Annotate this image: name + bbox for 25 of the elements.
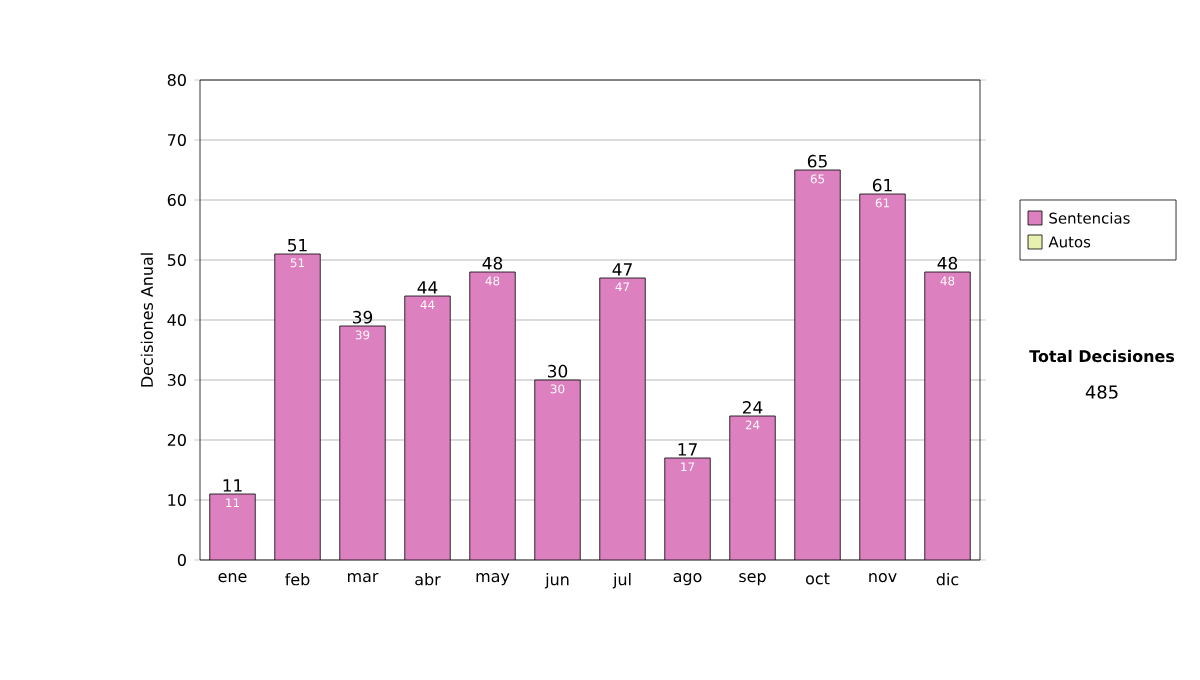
annotation: 65 [807,154,827,168]
annotation: 44 [417,281,438,294]
bar [599,278,646,560]
bar [469,272,516,560]
bar [729,416,776,560]
bar [534,380,581,560]
annotation: 17 [678,443,697,456]
bar [209,494,256,560]
bar [404,296,451,560]
bar [924,271,971,560]
annotation: 48 [482,256,503,270]
bar [794,170,841,560]
annotation: 47 [612,263,632,276]
text: 485 [1085,385,1118,399]
bar [859,194,906,560]
annotation: 51 [288,239,307,252]
annotation: 24 [742,401,763,414]
annotation: 61 [872,178,892,192]
annotation: 48 [937,256,958,270]
annotation: 39 [353,310,373,324]
bar [339,326,386,560]
annotation: 11 [223,479,242,492]
bar [274,254,321,560]
annotation: 30 [548,364,568,378]
bar [664,458,711,560]
